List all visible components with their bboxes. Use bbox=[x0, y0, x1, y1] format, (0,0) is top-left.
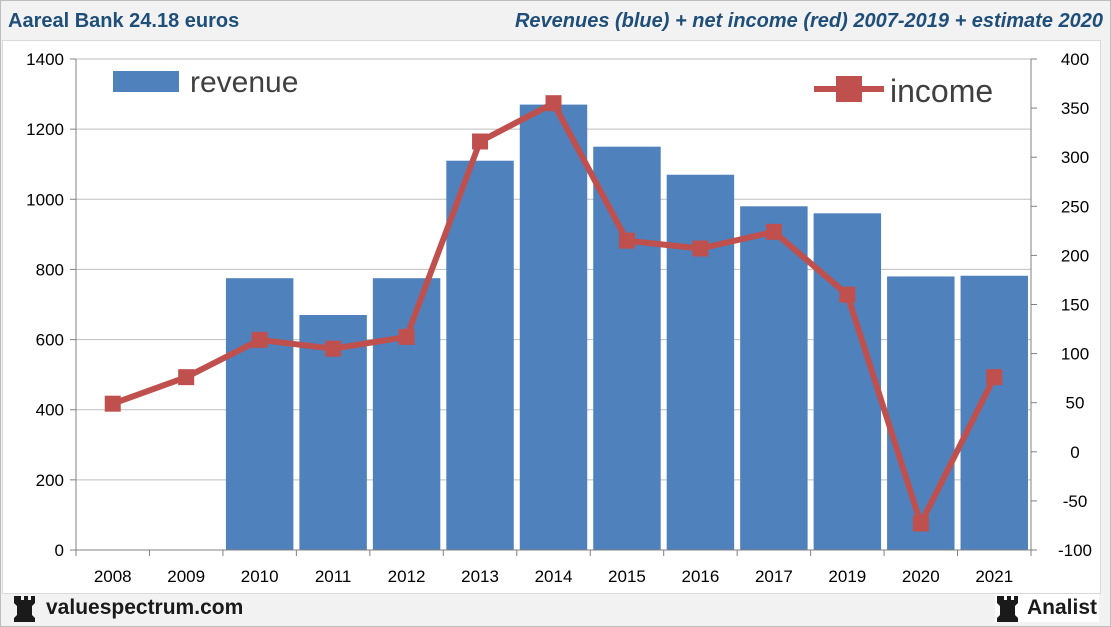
x-tick-label: 2016 bbox=[682, 567, 720, 586]
income-point bbox=[398, 328, 415, 345]
left-tick-label: 400 bbox=[36, 401, 64, 420]
left-tick-label: 1400 bbox=[26, 50, 64, 69]
rook-icon bbox=[996, 596, 1018, 622]
income-point bbox=[325, 340, 342, 357]
x-tick-label: 2013 bbox=[461, 567, 499, 586]
x-tick-label: 2014 bbox=[535, 567, 573, 586]
revenue-bar bbox=[225, 278, 294, 550]
x-tick-label: 2009 bbox=[167, 567, 205, 586]
right-tick-label: -100 bbox=[1058, 541, 1092, 560]
x-tick-label: 2020 bbox=[902, 567, 940, 586]
income-point bbox=[912, 515, 929, 532]
right-tick-label: 350 bbox=[1061, 99, 1089, 118]
revenue-bar bbox=[960, 275, 1028, 550]
right-tick-label: 250 bbox=[1061, 197, 1089, 216]
x-tick-label: 2011 bbox=[315, 567, 352, 586]
revenue-bar bbox=[446, 160, 514, 550]
legend-revenue-swatch bbox=[113, 71, 179, 92]
right-tick-label: -50 bbox=[1063, 492, 1088, 511]
income-point bbox=[986, 369, 1003, 386]
footer-valuespectrum: valuespectrum.com bbox=[14, 594, 243, 622]
left-tick-label: 1200 bbox=[26, 120, 64, 139]
income-point bbox=[178, 369, 195, 386]
revenue-bar bbox=[887, 276, 955, 550]
revenue-bar bbox=[666, 174, 735, 550]
income-point bbox=[839, 286, 856, 303]
chart-title: Revenues (blue) + net income (red) 2007-… bbox=[514, 10, 1103, 32]
legend-income-marker bbox=[836, 76, 862, 102]
income-point bbox=[765, 223, 782, 240]
revenue-bar bbox=[593, 146, 661, 550]
revenue-bar bbox=[519, 104, 588, 550]
revenue-bar bbox=[813, 213, 882, 551]
left-tick-label: 800 bbox=[36, 260, 64, 279]
legend-income-label: income bbox=[890, 73, 993, 109]
right-tick-label: 0 bbox=[1070, 443, 1079, 462]
right-tick-label: 400 bbox=[1061, 50, 1089, 69]
revenue-bar bbox=[372, 278, 441, 550]
x-tick-label: 2021 bbox=[975, 567, 1013, 586]
right-tick-label: 100 bbox=[1061, 345, 1089, 364]
left-tick-label: 200 bbox=[36, 471, 64, 490]
legend: revenue income bbox=[113, 66, 993, 109]
x-tick-label: 2015 bbox=[608, 567, 646, 586]
analist-label: Analist bbox=[1026, 596, 1097, 619]
income-point bbox=[618, 232, 635, 249]
right-tick-label: 300 bbox=[1061, 148, 1089, 167]
right-tick-label: 200 bbox=[1061, 246, 1089, 265]
x-tick-label: 2010 bbox=[241, 567, 279, 586]
income-point bbox=[104, 395, 121, 412]
left-tick-label: 0 bbox=[55, 541, 64, 560]
axes: 0 200 400 600 800 1000 1200 1400 -100 -50 0 50 100 15… bbox=[26, 50, 1092, 586]
left-tick-label: 1000 bbox=[26, 190, 64, 209]
income-point bbox=[692, 240, 709, 257]
valuespectrum-label: valuespectrum.com bbox=[46, 596, 244, 619]
income-point bbox=[251, 331, 268, 348]
x-tick-label: 2019 bbox=[828, 567, 866, 586]
revenue-bars bbox=[225, 104, 1028, 551]
rook-icon bbox=[14, 596, 35, 622]
x-tick-label: 2008 bbox=[94, 567, 132, 586]
income-point bbox=[545, 95, 562, 112]
left-tick-label: 600 bbox=[36, 331, 64, 350]
revenue-bar bbox=[740, 206, 808, 551]
legend-revenue-label: revenue bbox=[190, 66, 298, 99]
income-line bbox=[104, 95, 1003, 532]
stock-title: Aareal Bank 24.18 euros bbox=[8, 10, 240, 32]
right-tick-label: 50 bbox=[1066, 394, 1085, 413]
income-point bbox=[472, 133, 489, 150]
x-tick-label: 2017 bbox=[755, 567, 793, 586]
footer-analist: Analist bbox=[994, 594, 1099, 622]
right-tick-label: 150 bbox=[1061, 296, 1089, 315]
x-tick-label: 2012 bbox=[388, 567, 426, 586]
